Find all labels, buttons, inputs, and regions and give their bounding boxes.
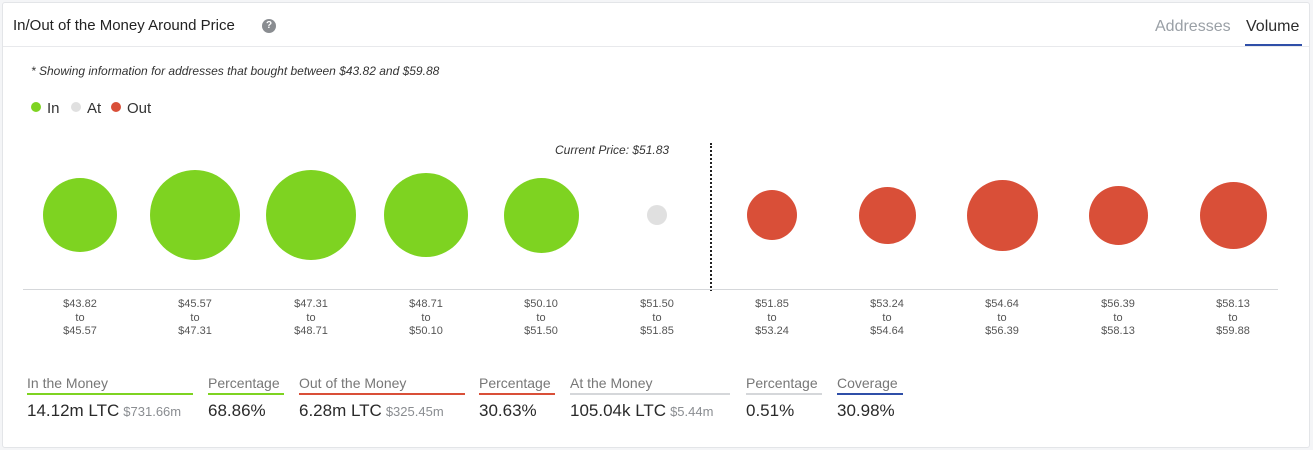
legend-item-out[interactable]: Out (111, 100, 151, 117)
stat-3: Percentage 30.63% (479, 375, 555, 421)
range-to-word: to (536, 311, 546, 324)
range-label: $48.71 to $50.10 (386, 298, 466, 339)
range-to-word: to (306, 311, 316, 324)
range-to-word: to (767, 311, 777, 324)
legend-label-in: In (47, 100, 60, 117)
range-to-word: to (882, 311, 892, 324)
bubble-in-0[interactable] (43, 178, 117, 252)
range-label: $43.82 to $45.57 (40, 298, 120, 339)
stat-sub-value: $731.66m (123, 404, 182, 419)
range-to: $45.57 (63, 325, 97, 337)
bubble-out-10[interactable] (1199, 181, 1267, 249)
legend-item-at[interactable]: At (71, 100, 101, 117)
range-from: $50.10 (524, 298, 558, 310)
range-from: $51.85 (755, 298, 789, 310)
range-label: $54.64 to $56.39 (962, 298, 1042, 339)
legend-dot-out (111, 102, 121, 112)
stat-value: 68.86% (208, 401, 266, 420)
card-header: In/Out of the Money Around Price ? Addre… (3, 3, 1309, 47)
range-to-word: to (421, 311, 431, 324)
bubble-out-6[interactable] (747, 190, 797, 240)
stat-value: 0.51% (746, 401, 795, 420)
range-from: $54.64 (985, 298, 1019, 310)
card-title: In/Out of the Money Around Price (13, 17, 235, 34)
range-to: $51.50 (524, 325, 558, 337)
bubble-out-7[interactable] (858, 186, 916, 244)
range-to: $48.71 (294, 325, 328, 337)
tab-volume[interactable]: Volume (1246, 18, 1300, 35)
range-label: $51.50 to $51.85 (617, 298, 697, 339)
range-to-word: to (997, 311, 1007, 324)
range-label: $51.85 to $53.24 (732, 298, 812, 339)
range-from: $51.50 (640, 298, 674, 310)
bubble-in-1[interactable] (150, 170, 240, 260)
range-from: $53.24 (870, 298, 904, 310)
bubble-in-4[interactable] (503, 177, 579, 253)
help-icon[interactable]: ? (262, 19, 276, 33)
range-to: $47.31 (178, 325, 212, 337)
legend-label-at: At (87, 100, 102, 117)
range-label: $53.24 to $54.64 (847, 298, 927, 339)
stat-1: Percentage 68.86% (208, 375, 284, 421)
stat-label: Percentage (746, 375, 822, 395)
stat-sub-value: $325.45m (385, 404, 444, 419)
range-from: $43.82 (63, 298, 97, 310)
stat-6: Coverage 30.98% (837, 375, 903, 421)
range-to-word: to (652, 311, 662, 324)
stat-2: Out of the Money 6.28m LTC $325.45m (299, 375, 465, 421)
stat-label: In the Money (27, 375, 193, 395)
bubble-out-9[interactable] (1088, 185, 1148, 245)
range-label: $47.31 to $48.71 (271, 298, 351, 339)
range-from: $48.71 (409, 298, 443, 310)
range-label: $56.39 to $58.13 (1078, 298, 1158, 339)
range-to: $54.64 (870, 325, 904, 337)
active-tab-indicator (1245, 44, 1302, 46)
legend-dot-at (71, 102, 81, 112)
current-price-line (710, 143, 712, 291)
range-to-word: to (1113, 311, 1123, 324)
stat-label: Percentage (208, 375, 284, 395)
bubble-out-8[interactable] (966, 179, 1038, 251)
bubble-in-3[interactable] (384, 173, 468, 257)
stat-label: At the Money (570, 375, 730, 395)
range-from: $45.57 (178, 298, 212, 310)
stat-value: 14.12m LTC $731.66m (27, 401, 182, 420)
bubble-in-2[interactable] (266, 170, 356, 260)
stat-5: Percentage 0.51% (746, 375, 822, 421)
current-price-label: Current Price: $51.83 (555, 143, 670, 157)
range-to-word: to (190, 311, 200, 324)
stat-value: 30.98% (837, 401, 895, 420)
range-from: $58.13 (1216, 298, 1250, 310)
range-to: $53.24 (755, 325, 789, 337)
range-from: $47.31 (294, 298, 328, 310)
stat-sub-value: $5.44m (670, 404, 714, 419)
range-to: $50.10 (409, 325, 443, 337)
range-label: $58.13 to $59.88 (1193, 298, 1273, 339)
stat-0: In the Money 14.12m LTC $731.66m (27, 375, 193, 421)
stat-value: 105.04k LTC $5.44m (570, 401, 714, 420)
range-to-word: to (75, 311, 85, 324)
legend-label-out: Out (127, 100, 152, 117)
range-to: $51.85 (640, 325, 674, 337)
range-to: $56.39 (985, 325, 1019, 337)
tab-addresses[interactable]: Addresses (1155, 18, 1231, 35)
stat-value: 6.28m LTC $325.45m (299, 401, 444, 420)
stat-label: Out of the Money (299, 375, 465, 395)
stat-4: At the Money 105.04k LTC $5.44m (570, 375, 730, 421)
stat-value: 30.63% (479, 401, 537, 420)
stat-label: Percentage (479, 375, 555, 395)
chart-baseline (23, 289, 1278, 290)
range-to: $58.13 (1101, 325, 1135, 337)
range-note: * Showing information for addresses that… (31, 64, 440, 78)
bubble-at-5[interactable] (647, 205, 667, 225)
range-label: $45.57 to $47.31 (155, 298, 235, 339)
range-to-word: to (1228, 311, 1238, 324)
range-to: $59.88 (1216, 325, 1250, 337)
stat-label: Coverage (837, 375, 903, 395)
legend-dot-in (31, 102, 41, 112)
range-label: $50.10 to $51.50 (501, 298, 581, 339)
range-from: $56.39 (1101, 298, 1135, 310)
legend-item-in[interactable]: In (31, 100, 60, 117)
